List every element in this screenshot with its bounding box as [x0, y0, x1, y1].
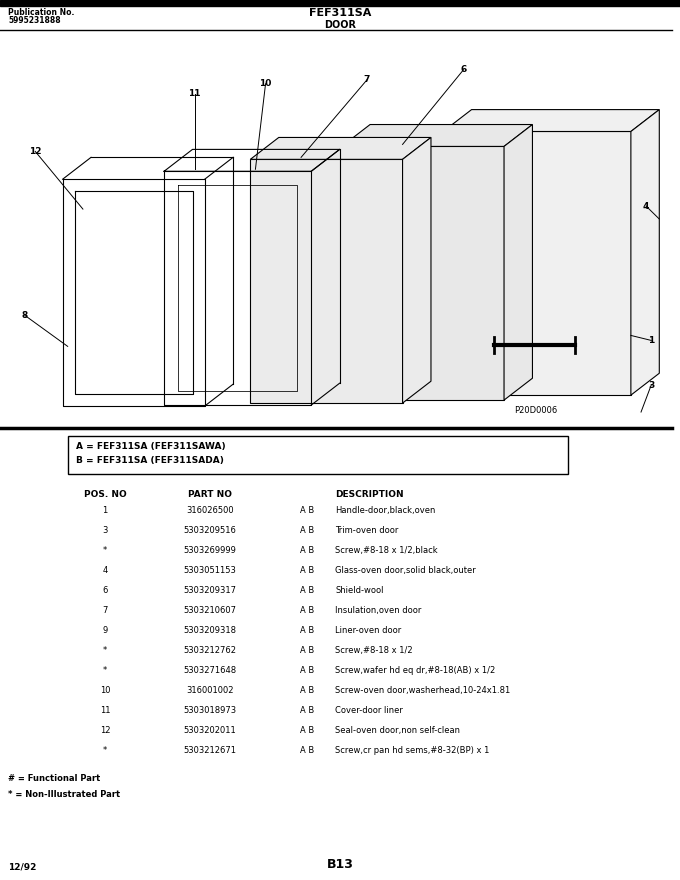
Text: A = FEF311SA (FEF311SAWA): A = FEF311SA (FEF311SAWA) [76, 442, 226, 451]
Text: Cover-door liner: Cover-door liner [335, 706, 403, 715]
Text: 5303018973: 5303018973 [184, 706, 237, 715]
Bar [0, 0, 680, 6]
Text: Screw,wafer hd eq dr,#8-18(AB) x 1/2: Screw,wafer hd eq dr,#8-18(AB) x 1/2 [335, 666, 495, 675]
Text: Publication No.: Publication No. [8, 8, 74, 17]
Text: Screw,#8-18 x 1/2,black: Screw,#8-18 x 1/2,black [335, 546, 438, 555]
Text: 5303212671: 5303212671 [184, 746, 237, 755]
Polygon shape [250, 137, 431, 159]
Text: 3: 3 [102, 526, 107, 535]
Text: A B: A B [300, 586, 314, 595]
Text: Seal-oven door,non self-clean: Seal-oven door,non self-clean [335, 726, 460, 735]
Polygon shape [631, 110, 660, 395]
Text: 12: 12 [100, 726, 110, 735]
Text: 5303269999: 5303269999 [184, 546, 237, 555]
Text: 1: 1 [103, 506, 107, 515]
Text: *: * [103, 666, 107, 675]
Text: 3: 3 [648, 381, 654, 390]
Text: Trim-oven door: Trim-oven door [335, 526, 398, 535]
Text: 7: 7 [364, 76, 370, 84]
Text: 5303212762: 5303212762 [184, 646, 237, 655]
Text: 11: 11 [188, 89, 201, 99]
Text: 6: 6 [460, 65, 466, 74]
Polygon shape [403, 137, 431, 403]
Text: Screw,#8-18 x 1/2: Screw,#8-18 x 1/2 [335, 646, 413, 655]
Text: *: * [103, 546, 107, 555]
Text: A B: A B [300, 546, 314, 555]
Text: 4: 4 [103, 566, 107, 575]
Text: Liner-oven door: Liner-oven door [335, 626, 401, 635]
Text: 316001002: 316001002 [186, 686, 234, 695]
Text: A B: A B [300, 526, 314, 535]
Text: 5995231888: 5995231888 [8, 16, 61, 25]
Text: DESCRIPTION: DESCRIPTION [335, 490, 404, 499]
Text: 5303209317: 5303209317 [184, 586, 237, 595]
Text: 6: 6 [102, 586, 107, 595]
Text: 5303210607: 5303210607 [184, 606, 237, 615]
Text: A B: A B [300, 706, 314, 715]
Text: 12: 12 [29, 147, 41, 156]
Text: A B: A B [300, 746, 314, 755]
Text: DOOR: DOOR [324, 20, 356, 30]
Polygon shape [443, 110, 660, 131]
Text: 1: 1 [648, 336, 654, 345]
Text: FEF311SA: FEF311SA [309, 8, 371, 18]
Text: Glass-oven door,solid black,outer: Glass-oven door,solid black,outer [335, 566, 476, 575]
Text: 5303271648: 5303271648 [184, 666, 237, 675]
Text: POS. NO: POS. NO [84, 490, 126, 499]
Polygon shape [250, 159, 403, 403]
Text: PART NO: PART NO [188, 490, 232, 499]
Polygon shape [504, 125, 532, 400]
Text: *: * [103, 746, 107, 755]
Polygon shape [341, 125, 532, 146]
Polygon shape [443, 131, 631, 395]
Text: Shield-wool: Shield-wool [335, 586, 384, 595]
Polygon shape [341, 146, 504, 400]
Text: A B: A B [300, 606, 314, 615]
Text: B = FEF311SA (FEF311SADA): B = FEF311SA (FEF311SADA) [76, 456, 224, 465]
Text: A B: A B [300, 566, 314, 575]
Text: 12/92: 12/92 [8, 862, 36, 871]
Text: 7: 7 [102, 606, 107, 615]
Text: 5303202011: 5303202011 [184, 726, 237, 735]
Text: 11: 11 [100, 706, 110, 715]
Text: A B: A B [300, 726, 314, 735]
Text: A B: A B [300, 506, 314, 515]
Text: Insulation,oven door: Insulation,oven door [335, 606, 422, 615]
Text: A B: A B [300, 626, 314, 635]
Text: 5303051153: 5303051153 [184, 566, 237, 575]
Text: A B: A B [300, 686, 314, 695]
Text: A B: A B [300, 646, 314, 655]
Text: 316026500: 316026500 [186, 506, 234, 515]
Text: 8: 8 [22, 311, 28, 320]
Text: 5303209318: 5303209318 [184, 626, 237, 635]
Text: Screw-oven door,washerhead,10-24x1.81: Screw-oven door,washerhead,10-24x1.81 [335, 686, 510, 695]
Text: Handle-door,black,oven: Handle-door,black,oven [335, 506, 435, 515]
Text: * = Non-Illustrated Part: * = Non-Illustrated Part [8, 790, 120, 799]
Text: 9: 9 [103, 626, 107, 635]
Text: 5303209516: 5303209516 [184, 526, 237, 535]
Text: 10: 10 [259, 79, 272, 88]
Text: 10: 10 [100, 686, 110, 695]
Text: # = Functional Part: # = Functional Part [8, 774, 100, 783]
Text: P20D0006: P20D0006 [514, 406, 558, 415]
Text: Screw,cr pan hd sems,#8-32(BP) x 1: Screw,cr pan hd sems,#8-32(BP) x 1 [335, 746, 490, 755]
Text: 4: 4 [643, 202, 649, 210]
Bar [68, 436, 568, 474]
Text: A B: A B [300, 666, 314, 675]
Text: B13: B13 [326, 858, 354, 871]
Text: *: * [103, 646, 107, 655]
